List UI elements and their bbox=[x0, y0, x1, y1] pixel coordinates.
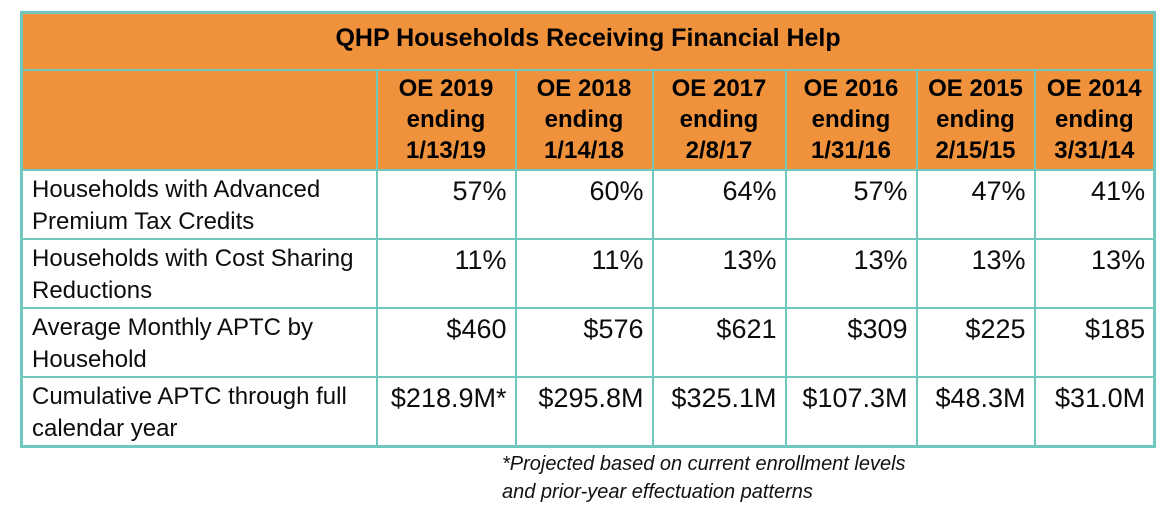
value-cell: 13% bbox=[1033, 237, 1156, 309]
column-header-oe-2015: OE 2015 ending 2/15/15 bbox=[915, 68, 1036, 171]
row-label: Households with Cost Sharing Reductions bbox=[20, 237, 378, 309]
footnote-line-2: and prior-year effectuation patterns bbox=[502, 481, 813, 503]
value-cell: 64% bbox=[651, 168, 787, 240]
value-cell: 13% bbox=[784, 237, 918, 309]
value-cell: $218.9M* bbox=[375, 375, 517, 447]
header-date: 1/14/18 bbox=[543, 137, 625, 164]
header-period: OE 2016 bbox=[803, 75, 899, 102]
header-date: 1/31/16 bbox=[810, 137, 892, 164]
table-row-cost-sharing-reductions: Households with Cost Sharing Reductions … bbox=[20, 237, 1156, 309]
value-cell: $31.0M bbox=[1033, 375, 1156, 447]
table-row-advanced-premium-tax-credits: Households with Advanced Premium Tax Cre… bbox=[20, 168, 1156, 240]
table-title: QHP Households Receiving Financial Help bbox=[20, 11, 1156, 71]
value-cell: $621 bbox=[651, 306, 787, 378]
header-date: 2/15/15 bbox=[935, 137, 1016, 164]
header-ending-label: ending bbox=[544, 106, 624, 133]
value-cell: 13% bbox=[915, 237, 1036, 309]
value-cell: 11% bbox=[375, 237, 517, 309]
value-cell: $325.1M bbox=[651, 375, 787, 447]
table-footnote: *Projected based on current enrollment l… bbox=[502, 450, 906, 506]
value-cell: $295.8M bbox=[514, 375, 654, 447]
column-header-oe-2016: OE 2016 ending 1/31/16 bbox=[784, 68, 918, 171]
header-period: OE 2018 bbox=[536, 75, 632, 102]
value-cell: 47% bbox=[915, 168, 1036, 240]
column-header-oe-2014: OE 2014 ending 3/31/14 bbox=[1033, 68, 1156, 171]
table-header-row: OE 2019 ending 1/13/19 OE 2018 ending 1/… bbox=[20, 68, 1156, 171]
header-ending-label: ending bbox=[811, 106, 891, 133]
header-date: 2/8/17 bbox=[685, 137, 753, 164]
value-cell: $225 bbox=[915, 306, 1036, 378]
value-cell: 57% bbox=[375, 168, 517, 240]
footnote-line-1: *Projected based on current enrollment l… bbox=[502, 453, 906, 475]
column-header-oe-2019: OE 2019 ending 1/13/19 bbox=[375, 68, 517, 171]
value-cell: 57% bbox=[784, 168, 918, 240]
column-header-oe-2018: OE 2018 ending 1/14/18 bbox=[514, 68, 654, 171]
value-cell: $185 bbox=[1033, 306, 1156, 378]
header-ending-label: ending bbox=[406, 106, 486, 133]
header-period: OE 2014 bbox=[1046, 75, 1142, 102]
header-period: OE 2019 bbox=[398, 75, 494, 102]
value-cell: 13% bbox=[651, 237, 787, 309]
header-period: OE 2015 bbox=[928, 75, 1023, 102]
value-cell: $107.3M bbox=[784, 375, 918, 447]
row-label: Average Monthly APTC by Household bbox=[20, 306, 378, 378]
value-cell: 41% bbox=[1033, 168, 1156, 240]
value-cell: $309 bbox=[784, 306, 918, 378]
header-ending-label: ending bbox=[679, 106, 759, 133]
header-ending-label: ending bbox=[936, 106, 1015, 133]
qhp-financial-help-table: QHP Households Receiving Financial Help … bbox=[20, 11, 1157, 448]
column-header-oe-2017: OE 2017 ending 2/8/17 bbox=[651, 68, 787, 171]
table-row-cumulative-aptc: Cumulative APTC through full calendar ye… bbox=[20, 375, 1156, 447]
header-ending-label: ending bbox=[1054, 106, 1134, 133]
table-row-average-monthly-aptc: Average Monthly APTC by Household $460 $… bbox=[20, 306, 1156, 378]
value-cell: $48.3M bbox=[915, 375, 1036, 447]
value-cell: $576 bbox=[514, 306, 654, 378]
value-cell: 11% bbox=[514, 237, 654, 309]
header-blank-cell bbox=[20, 68, 378, 171]
header-date: 1/13/19 bbox=[405, 137, 487, 164]
value-cell: 60% bbox=[514, 168, 654, 240]
table-title-row: QHP Households Receiving Financial Help bbox=[20, 11, 1156, 71]
header-period: OE 2017 bbox=[671, 75, 767, 102]
row-label: Households with Advanced Premium Tax Cre… bbox=[20, 168, 378, 240]
header-date: 3/31/14 bbox=[1054, 137, 1135, 164]
value-cell: $460 bbox=[375, 306, 517, 378]
row-label: Cumulative APTC through full calendar ye… bbox=[20, 375, 378, 447]
